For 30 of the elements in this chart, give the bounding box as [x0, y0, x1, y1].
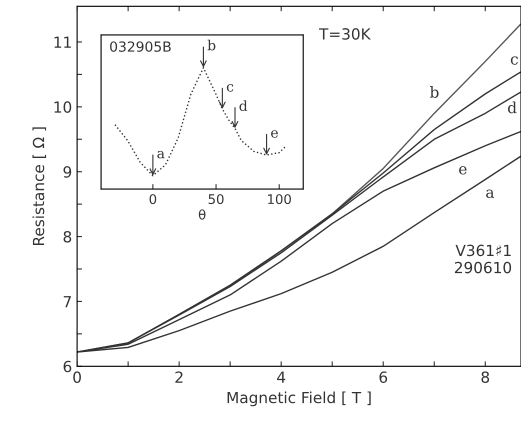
y-tick-label: 10 [54, 101, 72, 113]
annotation: e [459, 166, 467, 175]
annotation: e [271, 130, 278, 138]
annotation: d [239, 100, 248, 112]
annotation: 032905B [110, 41, 171, 52]
x-tick-label: 100 [268, 194, 291, 204]
x-tick-label: 8 [481, 371, 490, 383]
x-axis-title: Magnetic Field [ T ] [228, 391, 371, 406]
annotation: d [508, 102, 517, 114]
annotation: c [510, 56, 518, 65]
annotation: b [208, 40, 216, 50]
annotation: a [157, 150, 165, 158]
x-tick-label: 50 [208, 194, 224, 204]
y-tick-label: 8 [64, 231, 72, 243]
y-tick-label: 9 [63, 166, 72, 178]
y-tick-label: 6 [64, 360, 72, 372]
annotation: V361♯1 290610 [454, 244, 512, 274]
x-tick-label: 6 [379, 371, 388, 383]
x-axis-title: θ [198, 209, 206, 220]
annotation: a [486, 190, 494, 198]
y-tick-label: 11 [54, 36, 71, 48]
y-tick-label: 7 [64, 296, 71, 308]
x-tick-label: 0 [150, 194, 156, 204]
x-tick-label: 4 [277, 372, 286, 383]
x-tick-label: 2 [175, 371, 182, 383]
y-axis-title: Resistance [ Ω ] [32, 127, 46, 246]
annotation: b [430, 86, 439, 98]
annotation: T=30K [318, 28, 371, 40]
x-tick-label: 0 [73, 371, 81, 383]
annotation: c [226, 84, 234, 92]
